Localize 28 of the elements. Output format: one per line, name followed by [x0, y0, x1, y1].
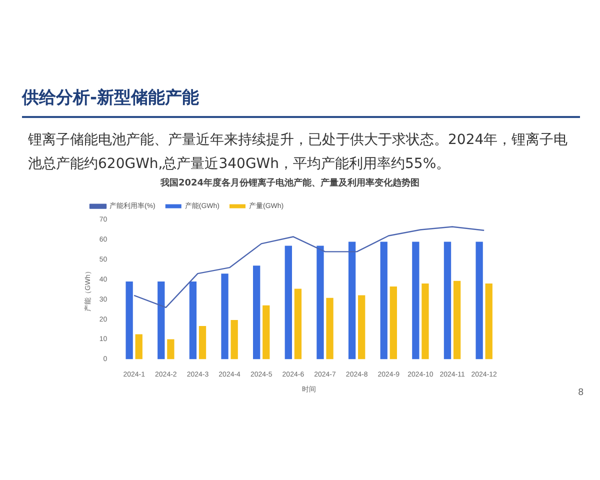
chart-title: 我国2024年度各月份锂离子电池产能、产量及利用率变化趋势图: [159, 178, 420, 189]
bar: [453, 280, 461, 360]
bar: [126, 282, 133, 360]
bar: [412, 242, 420, 360]
bar: [326, 298, 334, 360]
bar: [316, 246, 324, 360]
text: 锂离子储能电池产能、产量近年来持续提升，已处于供大于求状态。2024年，锂离子电池总产能约620GWh,总产量近340GWh，平均产能利用率约55%。: [28, 131, 568, 174]
bar: [158, 282, 165, 360]
bar: [380, 242, 388, 360]
bar: [262, 305, 270, 360]
bar: [358, 295, 366, 360]
bar: [444, 242, 452, 360]
text: 供给分析-新型储能产能: [22, 87, 200, 109]
bar: [284, 246, 292, 360]
bar: [485, 284, 492, 360]
bar: [422, 284, 429, 360]
text: 8: [578, 388, 584, 398]
bar: [348, 242, 356, 360]
bar: [476, 242, 483, 360]
bar: [253, 266, 260, 360]
bar: [294, 288, 302, 360]
bar: [167, 339, 174, 360]
bar: [230, 320, 238, 360]
bar: [390, 286, 397, 360]
bar: [221, 274, 228, 360]
bar: [198, 326, 206, 360]
bar: [189, 282, 197, 360]
bar: [135, 334, 142, 360]
